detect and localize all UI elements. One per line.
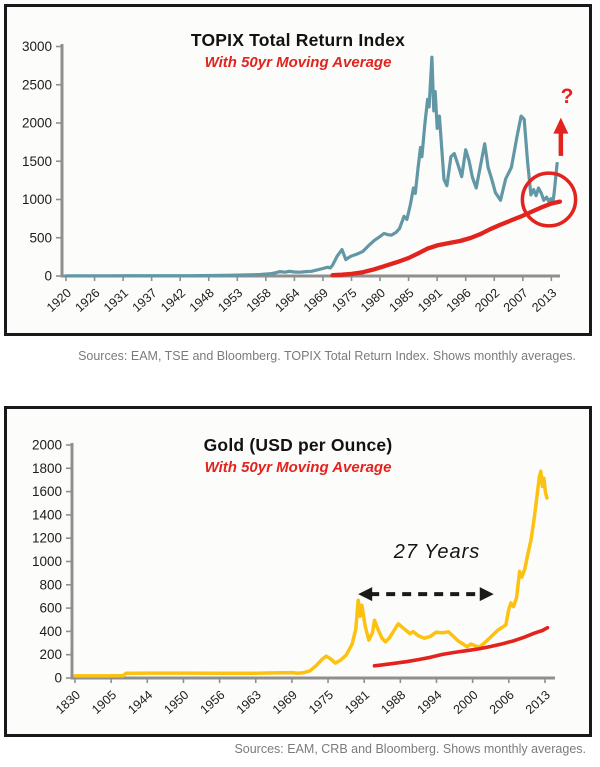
gold-plot-area: 0 200 400 600 800 1000 1200 1400 1600 1800 2000 183… bbox=[32, 438, 555, 717]
topix-x-tick-label: 2013 bbox=[529, 286, 559, 315]
gold-x-tick-label: 2006 bbox=[487, 688, 517, 717]
gold-x-tick-label: 1944 bbox=[125, 688, 155, 717]
gold-chart-panel: 0 200 400 600 800 1000 1200 1400 1600 1800 2000 183… bbox=[4, 406, 592, 737]
gold-x-tick-label: 1830 bbox=[53, 688, 83, 717]
topix-x-tick-label: 1991 bbox=[415, 286, 445, 315]
gold-x-tick-label: 1950 bbox=[161, 688, 191, 717]
gold-y-tick-label: 2000 bbox=[32, 438, 62, 453]
gold-y-tick-label: 400 bbox=[39, 624, 62, 639]
topix-y-tick-label: 500 bbox=[29, 230, 52, 245]
gold-x-tick-label: 2013 bbox=[523, 688, 553, 717]
topix-x-tick-label: 2002 bbox=[472, 286, 502, 315]
topix-chart-title: TOPIX Total Return Index bbox=[190, 30, 406, 50]
topix-x-tick-label: 1969 bbox=[301, 286, 331, 315]
range-arrow-right-head-icon bbox=[479, 587, 494, 602]
topix-y-tick-label: 2500 bbox=[22, 77, 52, 92]
gold-y-tick-label: 600 bbox=[39, 601, 62, 616]
gold-x-tick-label: 2000 bbox=[451, 688, 481, 717]
gold-source-note: Sources: EAM, CRB and Bloomberg. Shows m… bbox=[234, 742, 586, 756]
topix-x-tick-label: 1996 bbox=[444, 286, 474, 315]
topix-x-tick-label: 1942 bbox=[158, 286, 188, 315]
gold-y-tick-label: 1400 bbox=[32, 507, 62, 522]
gold-x-tick-label: 1905 bbox=[89, 688, 119, 717]
topix-x-tick-label: 1937 bbox=[130, 286, 160, 315]
topix-y-tick-label: 1000 bbox=[22, 192, 52, 207]
gold-x-tick-label: 1956 bbox=[198, 688, 228, 717]
highlight-circle-annotation bbox=[520, 171, 578, 228]
topix-chart-panel: 0 500 1000 1500 2000 2500 3000 1920 1926 1931 1937… bbox=[4, 4, 592, 336]
topix-x-tick-label: 1926 bbox=[73, 286, 103, 315]
range-arrow-left-head-icon bbox=[358, 587, 373, 602]
gold-y-tick-label: 1000 bbox=[32, 554, 62, 569]
topix-x-tick-label: 1953 bbox=[215, 286, 245, 315]
topix-series-line-0 bbox=[64, 55, 559, 278]
question-mark-annotation: ? bbox=[560, 85, 574, 108]
topix-x-tick-label: 1985 bbox=[387, 286, 417, 315]
topix-x-tick-label: 1920 bbox=[44, 286, 74, 315]
topix-x-tick-label: 1964 bbox=[272, 286, 302, 315]
gold-x-tick-label: 1981 bbox=[342, 688, 372, 717]
topix-source-note: Sources: EAM, TSE and Bloomberg. TOPIX T… bbox=[78, 349, 576, 363]
gold-series-line-1 bbox=[372, 625, 550, 668]
gold-x-tick-label: 1988 bbox=[378, 688, 408, 717]
gold-y-tick-label: 800 bbox=[39, 577, 62, 592]
topix-x-tick-label: 1931 bbox=[101, 286, 131, 315]
topix-x-tick-label: 2007 bbox=[501, 286, 531, 315]
gold-y-tick-label: 1800 bbox=[32, 461, 62, 476]
topix-x-tick-label: 1948 bbox=[187, 286, 217, 315]
gold-y-tick-label: 1200 bbox=[32, 531, 62, 546]
topix-y-tick-label: 0 bbox=[44, 269, 52, 284]
up-arrow-head-icon bbox=[553, 117, 569, 134]
topix-x-tick-label: 1980 bbox=[358, 286, 388, 315]
gold-x-tick-label: 1969 bbox=[270, 688, 300, 717]
gold-chart-title: Gold (USD per Ounce) bbox=[203, 435, 393, 455]
topix-y-tick-label: 3000 bbox=[22, 39, 52, 54]
topix-chart-subtitle: With 50yr Moving Average bbox=[204, 54, 392, 71]
gold-x-tick-label: 1963 bbox=[234, 688, 264, 717]
gold-chart-subtitle: With 50yr Moving Average bbox=[204, 459, 392, 476]
topix-y-tick-label: 1500 bbox=[22, 154, 52, 169]
topix-y-tick-label: 2000 bbox=[22, 116, 52, 131]
topix-plot-area: 0 500 1000 1500 2000 2500 3000 1920192619311937… bbox=[22, 39, 578, 315]
gold-y-tick-label: 1600 bbox=[32, 484, 62, 499]
gold-y-tick-label: 0 bbox=[54, 671, 62, 686]
years-range-label: 27 Years bbox=[393, 541, 481, 563]
gold-series-line-0 bbox=[73, 469, 549, 678]
gold-x-tick-label: 1994 bbox=[414, 688, 444, 717]
gold-x-tick-label: 1975 bbox=[306, 688, 336, 717]
gold-y-tick-label: 200 bbox=[39, 647, 62, 662]
topix-x-tick-label: 1975 bbox=[329, 286, 359, 315]
topix-x-tick-label: 1958 bbox=[244, 286, 274, 315]
